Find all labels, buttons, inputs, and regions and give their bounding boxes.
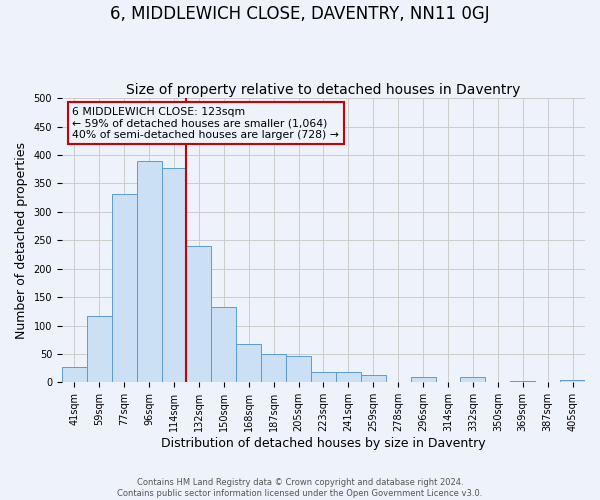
- Bar: [211, 308, 236, 382]
- Text: 6 MIDDLEWICH CLOSE: 123sqm
← 59% of detached houses are smaller (1,064)
40% of s: 6 MIDDLEWICH CLOSE: 123sqm ← 59% of deta…: [73, 106, 339, 140]
- Text: 6, MIDDLEWICH CLOSE, DAVENTRY, NN11 0GJ: 6, MIDDLEWICH CLOSE, DAVENTRY, NN11 0GJ: [110, 5, 490, 23]
- Bar: [510, 380, 535, 382]
- X-axis label: Distribution of detached houses by size in Daventry: Distribution of detached houses by size …: [161, 437, 486, 450]
- Title: Size of property relative to detached houses in Daventry: Size of property relative to detached ho…: [126, 83, 521, 97]
- Bar: [87, 316, 112, 382]
- Bar: [261, 354, 286, 382]
- Bar: [311, 372, 336, 382]
- Bar: [460, 377, 485, 382]
- Bar: [361, 375, 386, 382]
- Bar: [560, 380, 585, 382]
- Text: Contains HM Land Registry data © Crown copyright and database right 2024.
Contai: Contains HM Land Registry data © Crown c…: [118, 478, 482, 498]
- Bar: [336, 372, 361, 382]
- Y-axis label: Number of detached properties: Number of detached properties: [15, 142, 28, 339]
- Bar: [112, 194, 137, 382]
- Bar: [137, 160, 161, 382]
- Bar: [62, 367, 87, 382]
- Bar: [161, 168, 187, 382]
- Bar: [236, 344, 261, 382]
- Bar: [286, 356, 311, 382]
- Bar: [410, 376, 436, 382]
- Bar: [187, 246, 211, 382]
